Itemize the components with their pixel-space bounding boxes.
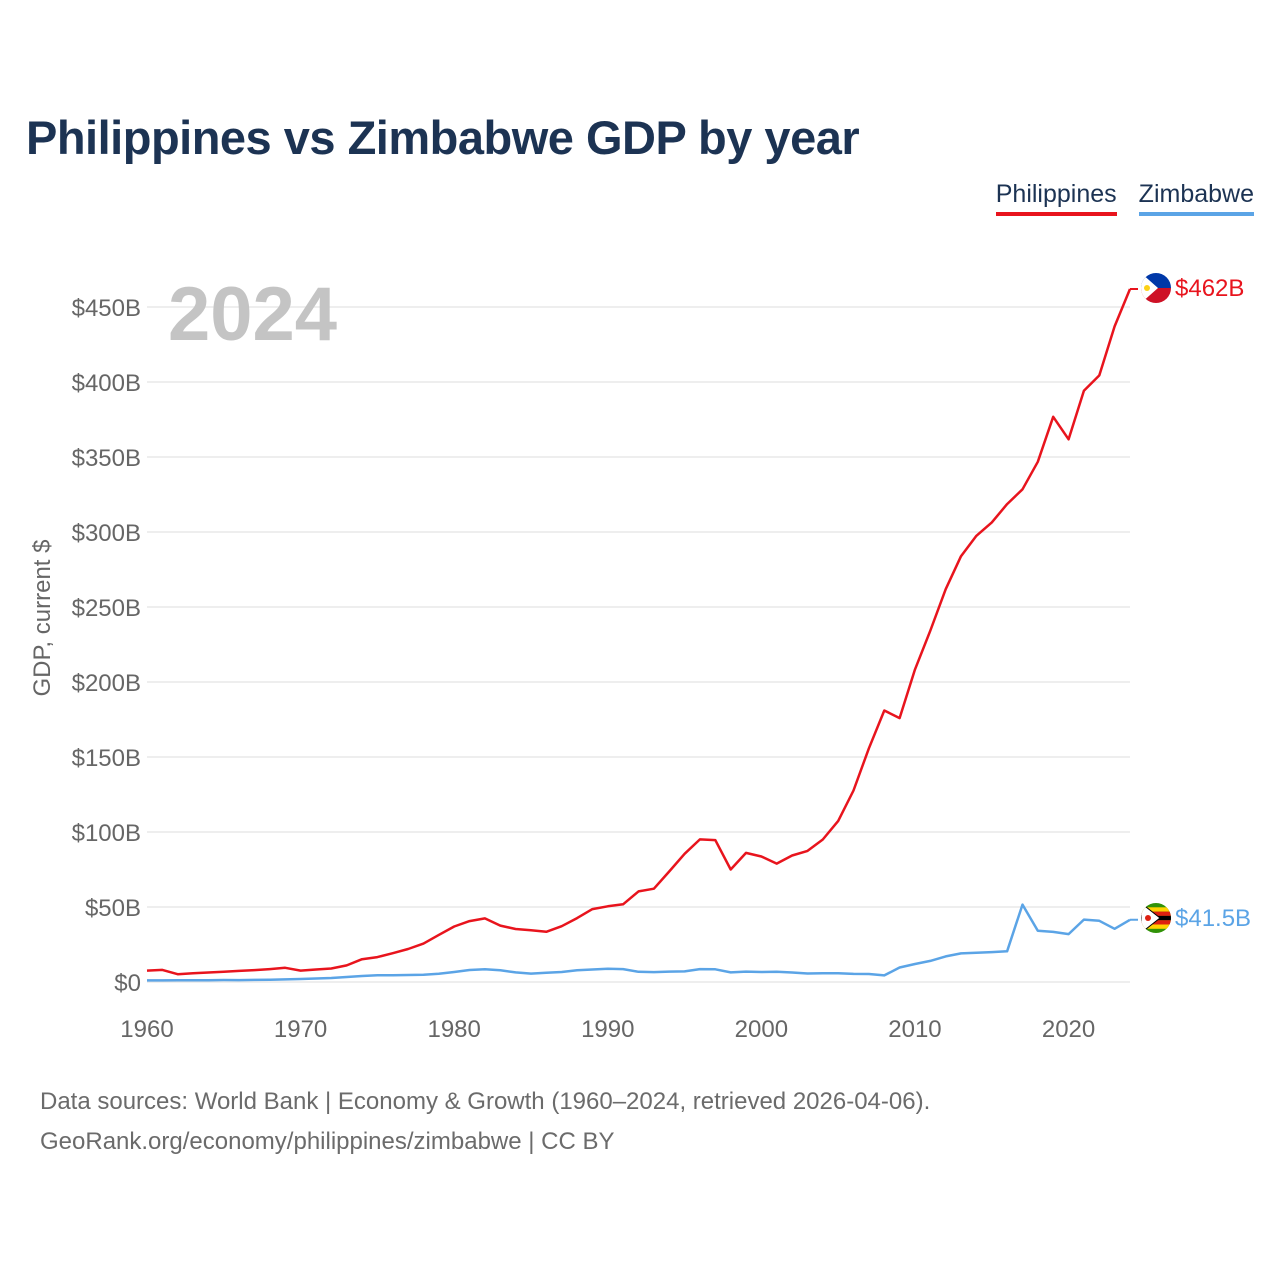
zimbabwe-end-value: $41.5B <box>1175 905 1251 932</box>
y-axis-label: GDP, current $ <box>29 540 56 697</box>
x-tick-label: 2020 <box>1042 1016 1095 1043</box>
x-tick-label: 1990 <box>581 1016 634 1043</box>
y-tick-label: $100B <box>72 820 141 847</box>
legend-item-philippines[interactable]: Philippines <box>995 180 1117 216</box>
grid-lines <box>147 306 1130 983</box>
y-tick-label: $200B <box>72 670 141 697</box>
philippines-end-value: $462B <box>1175 275 1244 302</box>
footer-attribution[interactable]: GeoRank.org/economy/philippines/zimbabwe… <box>40 1128 615 1155</box>
x-tick-label: 1980 <box>427 1016 480 1043</box>
zimbabwe-flag-icon <box>1141 903 1171 933</box>
y-tick-label: $300B <box>72 520 141 547</box>
x-tick-label: 2000 <box>735 1016 788 1043</box>
y-tick-label: $250B <box>72 595 141 622</box>
x-tick-label: 1970 <box>274 1016 327 1043</box>
chart-title: Philippines vs Zimbabwe GDP by year <box>26 111 860 164</box>
year-label: 2024 <box>168 272 337 357</box>
philippines-flag-icon <box>1141 273 1171 303</box>
series-line-zimbabwe <box>147 903 1131 982</box>
y-tick-label: $400B <box>72 370 141 397</box>
legend-item-zimbabwe[interactable]: Zimbabwe <box>1138 180 1254 216</box>
series-lines <box>146 288 1138 982</box>
y-tick-label: $350B <box>72 445 141 472</box>
y-axis-ticks: $0 $50B $100B $150B $200B $250B $300B $350B $400… <box>72 295 141 997</box>
y-tick-label: $50B <box>85 895 141 922</box>
footer: Data sources: World Bank | Economy & Gro… <box>40 1082 930 1162</box>
x-tick-label: 1960 <box>120 1016 173 1043</box>
x-axis-ticks: 1960 1970 1980 1990 2000 2010 2020 <box>120 1016 1095 1043</box>
footer-sources: Data sources: World Bank | Economy & Gro… <box>40 1088 931 1115</box>
y-tick-label: $150B <box>72 745 141 772</box>
y-tick-label: $0 <box>114 970 141 997</box>
y-tick-label: $450B <box>72 295 141 322</box>
legend: Philippines Zimbabwe <box>995 180 1254 216</box>
series-line-philippines <box>146 288 1132 976</box>
x-tick-label: 2010 <box>888 1016 941 1043</box>
